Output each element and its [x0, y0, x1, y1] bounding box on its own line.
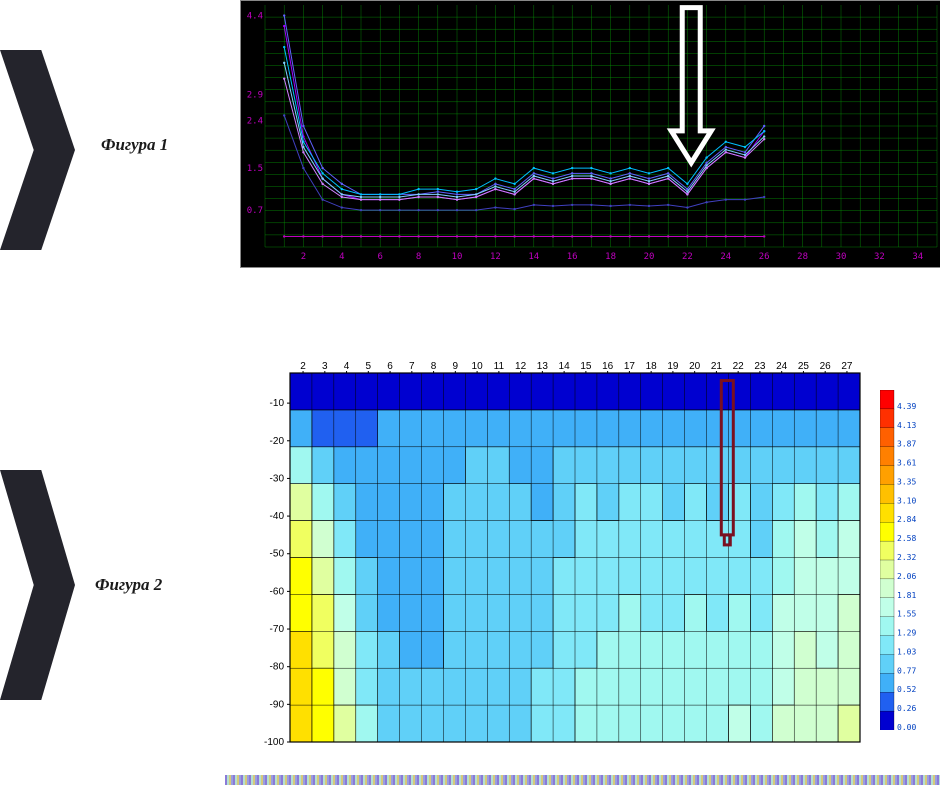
svg-text:-40: -40: [270, 511, 285, 522]
svg-text:14: 14: [559, 361, 571, 372]
svg-text:32: 32: [874, 252, 885, 262]
svg-text:22: 22: [682, 252, 693, 262]
pointer-shape-1: [0, 50, 75, 250]
svg-text:-10: -10: [270, 398, 285, 409]
svg-text:12: 12: [490, 252, 501, 262]
svg-text:14: 14: [528, 252, 539, 262]
svg-text:10: 10: [472, 361, 484, 372]
svg-text:30: 30: [836, 252, 847, 262]
svg-text:24: 24: [720, 252, 731, 262]
svg-text:20: 20: [689, 361, 701, 372]
svg-text:0.52: 0.52: [897, 685, 916, 694]
svg-text:6: 6: [387, 361, 393, 372]
svg-text:3.10: 3.10: [897, 496, 916, 505]
svg-text:11: 11: [494, 361, 505, 372]
svg-text:23: 23: [754, 361, 766, 372]
svg-text:1.5: 1.5: [247, 164, 263, 174]
contour-heatmap-chart: 2345678910111213141516171819202122232425…: [248, 355, 868, 750]
svg-text:-50: -50: [270, 549, 285, 560]
svg-text:18: 18: [605, 252, 616, 262]
svg-text:22: 22: [733, 361, 745, 372]
svg-text:4.4: 4.4: [247, 12, 263, 22]
svg-text:1.81: 1.81: [897, 591, 916, 600]
svg-text:16: 16: [602, 361, 614, 372]
svg-text:27: 27: [841, 361, 853, 372]
svg-text:15: 15: [580, 361, 592, 372]
svg-text:28: 28: [797, 252, 808, 262]
figure-1-label: Фигура 1: [101, 135, 168, 155]
line-chart: 2468101214161820222426283032340.71.52.42…: [240, 0, 940, 268]
svg-text:12: 12: [515, 361, 527, 372]
svg-text:4: 4: [344, 361, 350, 372]
svg-text:-20: -20: [270, 436, 285, 447]
svg-text:13: 13: [537, 361, 549, 372]
svg-text:-60: -60: [270, 586, 285, 597]
svg-text:2.9: 2.9: [247, 90, 263, 100]
svg-text:2.84: 2.84: [897, 515, 916, 524]
svg-text:-70: -70: [270, 624, 285, 635]
svg-text:26: 26: [759, 252, 770, 262]
svg-text:3: 3: [322, 361, 328, 372]
svg-text:9: 9: [453, 361, 459, 372]
svg-text:20: 20: [644, 252, 655, 262]
svg-text:16: 16: [567, 252, 578, 262]
svg-text:1.03: 1.03: [897, 647, 916, 656]
svg-text:17: 17: [624, 361, 636, 372]
svg-text:4.13: 4.13: [897, 421, 916, 430]
svg-text:24: 24: [776, 361, 788, 372]
svg-text:2.58: 2.58: [897, 534, 916, 543]
svg-text:2.4: 2.4: [247, 117, 263, 127]
svg-text:-100: -100: [264, 737, 284, 748]
svg-text:1.55: 1.55: [897, 610, 916, 619]
svg-text:-30: -30: [270, 473, 285, 484]
svg-text:0.7: 0.7: [247, 206, 263, 216]
svg-text:19: 19: [667, 361, 679, 372]
svg-text:2.06: 2.06: [897, 572, 916, 581]
svg-text:2: 2: [301, 252, 306, 262]
svg-text:5: 5: [366, 361, 372, 372]
svg-text:2: 2: [300, 361, 306, 372]
svg-text:3.61: 3.61: [897, 459, 916, 468]
colorbar: 4.39 4.13 3.87 3.61 3.35 3.10 2.84 2.58 2.32 2.06…: [880, 390, 914, 730]
svg-text:7: 7: [409, 361, 415, 372]
svg-text:2.32: 2.32: [897, 553, 916, 562]
svg-text:10: 10: [452, 252, 463, 262]
pointer-shape-2: [0, 470, 75, 700]
svg-text:3.87: 3.87: [897, 440, 916, 449]
svg-text:0.26: 0.26: [897, 704, 916, 713]
svg-text:21: 21: [711, 361, 723, 372]
svg-text:3.35: 3.35: [897, 477, 916, 486]
svg-text:-80: -80: [270, 662, 285, 673]
svg-text:-90: -90: [270, 699, 285, 710]
decorative-strip: [225, 775, 940, 785]
svg-text:1.29: 1.29: [897, 629, 916, 638]
svg-text:0.00: 0.00: [897, 723, 916, 730]
figure-2-label: Фигура 2: [95, 575, 162, 595]
svg-text:6: 6: [377, 252, 382, 262]
svg-text:0.77: 0.77: [897, 666, 916, 675]
svg-text:4: 4: [339, 252, 344, 262]
svg-text:34: 34: [912, 252, 923, 262]
svg-text:4.39: 4.39: [897, 402, 916, 411]
svg-text:8: 8: [431, 361, 437, 372]
svg-text:18: 18: [646, 361, 658, 372]
svg-text:25: 25: [798, 361, 810, 372]
svg-text:8: 8: [416, 252, 421, 262]
svg-text:26: 26: [820, 361, 832, 372]
